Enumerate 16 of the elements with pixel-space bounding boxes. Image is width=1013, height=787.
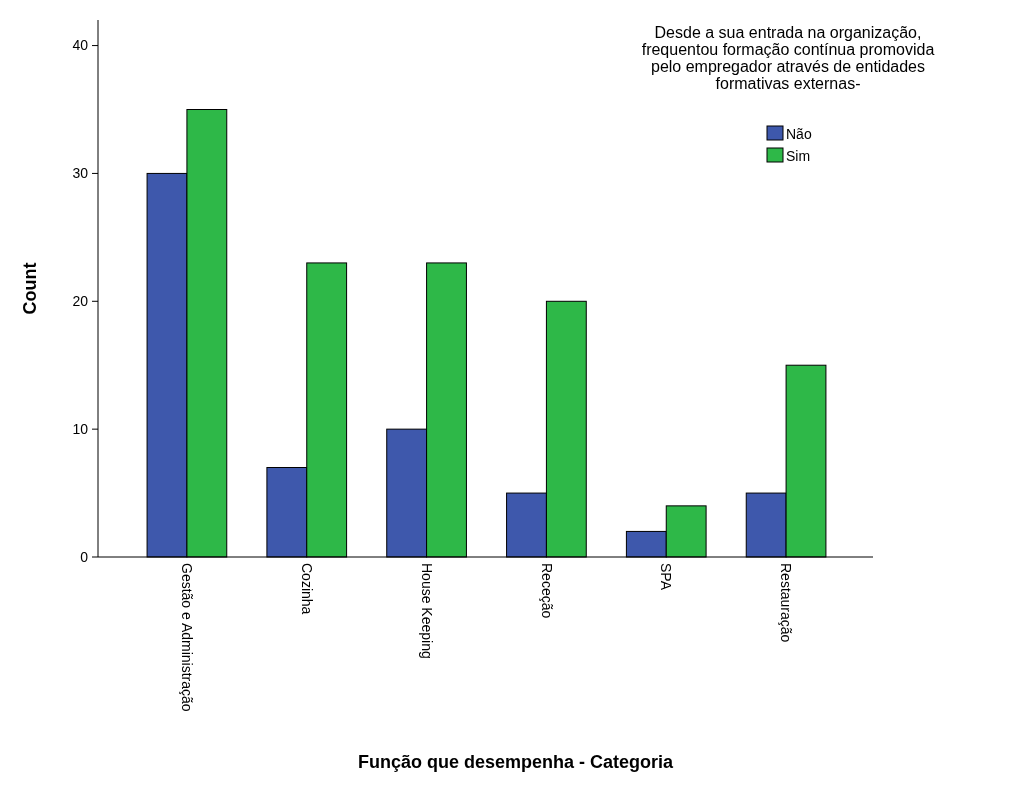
y-tick-label: 40 (72, 37, 89, 54)
x-axis-title: Função que desempenha - Categoria (357, 752, 675, 772)
legend-label: Sim (786, 148, 811, 164)
y-tick-label: 20 (72, 293, 89, 310)
x-tick-label: Gestão e Administração (179, 563, 196, 712)
x-tick-label: Receção (538, 563, 555, 619)
y-tick-label: 0 (80, 548, 89, 565)
x-tick-label: Restauração (778, 563, 795, 643)
legend-label: Não (786, 126, 812, 142)
y-tick-label: 30 (72, 165, 89, 182)
y-axis-title: Count (20, 262, 40, 315)
x-tick-label: Cozinha (298, 563, 315, 615)
x-tick-label: SPA (658, 563, 675, 591)
x-tick-label: House Keeping (418, 563, 435, 659)
y-tick-label: 10 (72, 421, 89, 438)
legend-title: Desde a sua entrada na organização, frequentou formação contínua promovida pelo empregador através de entidades formativas externas- (641, 24, 935, 92)
